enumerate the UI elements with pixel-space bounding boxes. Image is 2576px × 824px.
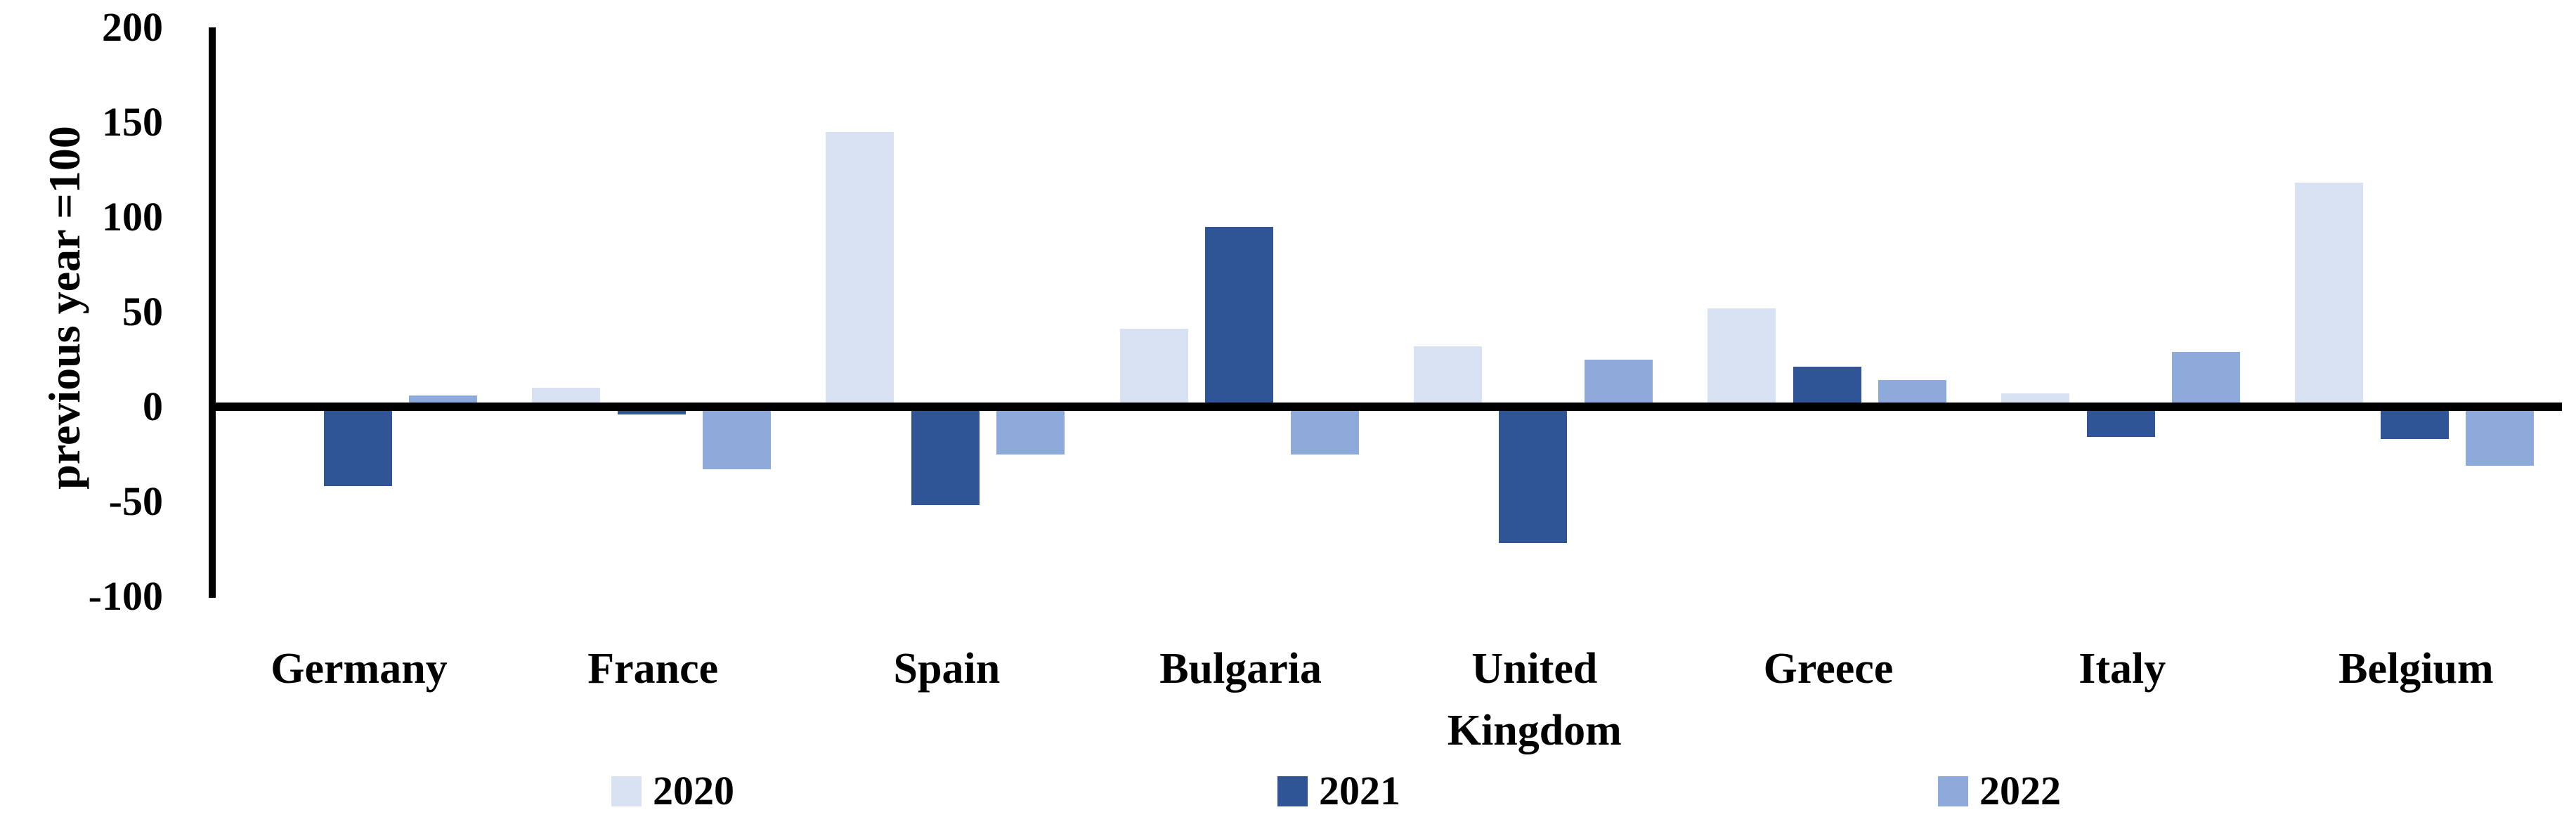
x-category-label-belgium: Belgium (2338, 645, 2494, 693)
bar-greece-2021 (1793, 367, 1861, 407)
x-axis-zero-line (209, 403, 2562, 411)
bar-italy-2021 (2086, 407, 2155, 438)
legend-swatch-2020 (611, 776, 642, 806)
x-category-label-united-kingdom: United Kingdom (1447, 645, 1622, 755)
legend-swatch-2021 (1277, 776, 1308, 806)
bar-spain-2021 (911, 407, 980, 506)
bar-bulgaria-2021 (1205, 226, 1274, 407)
bar-united-kingdom-2020 (1413, 346, 1482, 407)
x-category-label-france: France (587, 645, 719, 693)
bar-belgium-2022 (2466, 407, 2535, 466)
legend-label-2022: 2022 (1979, 768, 2061, 813)
legend-label-2021: 2021 (1319, 768, 1400, 813)
legend-item-2021: 2021 (1277, 770, 1400, 812)
bar-united-kingdom-2022 (1584, 359, 1653, 407)
y-tick-label-0: 0 (143, 384, 163, 429)
x-category-label-germany: Germany (271, 645, 448, 693)
legend-swatch-2022 (1938, 776, 1968, 806)
bar-belgium-2020 (2295, 183, 2364, 407)
y-tick-label-150: 150 (102, 99, 163, 145)
bar-spain-2020 (826, 131, 895, 407)
bar-france-2022 (703, 407, 772, 470)
y-axis-line (209, 27, 216, 598)
y-tick-label-100: 100 (102, 194, 163, 240)
bar-bulgaria-2022 (1290, 407, 1359, 454)
y-tick-label-50: 50 (122, 289, 163, 334)
bar-greece-2020 (1707, 308, 1776, 407)
legend-label-2020: 2020 (653, 768, 734, 813)
legend-item-2020: 2020 (611, 770, 734, 812)
y-tick-label--50: -50 (108, 478, 163, 524)
x-category-label-italy: Italy (2079, 645, 2166, 693)
x-category-label-bulgaria: Bulgaria (1159, 645, 1322, 693)
y-tick-label--100: -100 (88, 573, 163, 619)
bar-italy-2022 (2172, 351, 2241, 407)
bar-belgium-2021 (2380, 407, 2449, 439)
bar-germany-2021 (323, 407, 392, 487)
y-tick-label-200: 200 (102, 4, 163, 50)
x-category-label-spain: Spain (893, 645, 1001, 693)
x-category-label-greece: Greece (1763, 645, 1894, 693)
bar-bulgaria-2020 (1119, 329, 1188, 407)
bar-united-kingdom-2021 (1499, 407, 1568, 544)
bar-spain-2022 (996, 407, 1065, 454)
bar-greece-2022 (1878, 380, 1946, 407)
legend-item-2022: 2022 (1938, 770, 2061, 812)
